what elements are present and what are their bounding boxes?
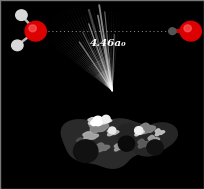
Circle shape	[147, 140, 163, 155]
Polygon shape	[135, 129, 144, 136]
Circle shape	[109, 127, 116, 134]
Circle shape	[29, 25, 36, 32]
Circle shape	[25, 21, 46, 41]
Polygon shape	[148, 135, 160, 144]
Polygon shape	[89, 120, 109, 133]
Polygon shape	[77, 138, 88, 146]
Circle shape	[135, 127, 143, 134]
Polygon shape	[88, 118, 102, 124]
Polygon shape	[114, 144, 124, 151]
Text: 4.46a₀: 4.46a₀	[90, 39, 126, 48]
Polygon shape	[83, 132, 99, 140]
Circle shape	[91, 120, 97, 126]
Polygon shape	[61, 119, 154, 168]
Polygon shape	[140, 123, 155, 134]
Polygon shape	[118, 125, 137, 140]
Circle shape	[102, 115, 110, 123]
Circle shape	[93, 116, 103, 126]
Circle shape	[73, 140, 98, 163]
Polygon shape	[102, 118, 112, 124]
Polygon shape	[107, 129, 119, 136]
Circle shape	[16, 10, 27, 20]
Circle shape	[169, 28, 176, 35]
Polygon shape	[155, 129, 165, 136]
Polygon shape	[96, 143, 110, 152]
Circle shape	[12, 40, 23, 51]
Circle shape	[184, 25, 191, 32]
Polygon shape	[138, 139, 149, 148]
Polygon shape	[116, 123, 177, 156]
Polygon shape	[81, 143, 92, 152]
Circle shape	[180, 21, 201, 41]
Circle shape	[118, 136, 135, 151]
